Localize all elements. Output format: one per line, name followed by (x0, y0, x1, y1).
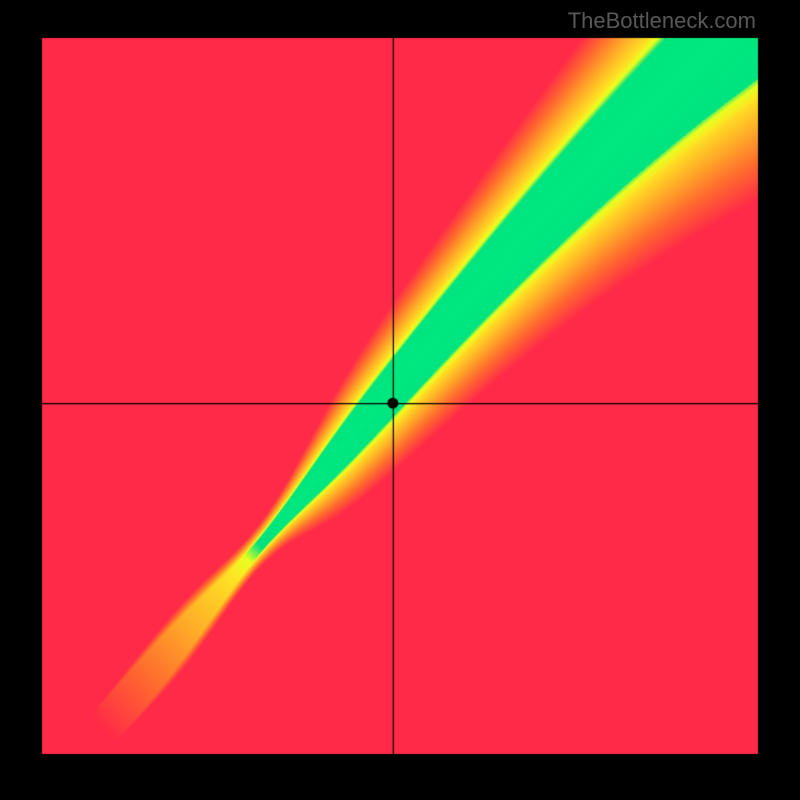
chart-container: TheBottleneck.com (0, 0, 800, 800)
watermark-text: TheBottleneck.com (568, 8, 756, 34)
bottleneck-heatmap (0, 0, 800, 800)
